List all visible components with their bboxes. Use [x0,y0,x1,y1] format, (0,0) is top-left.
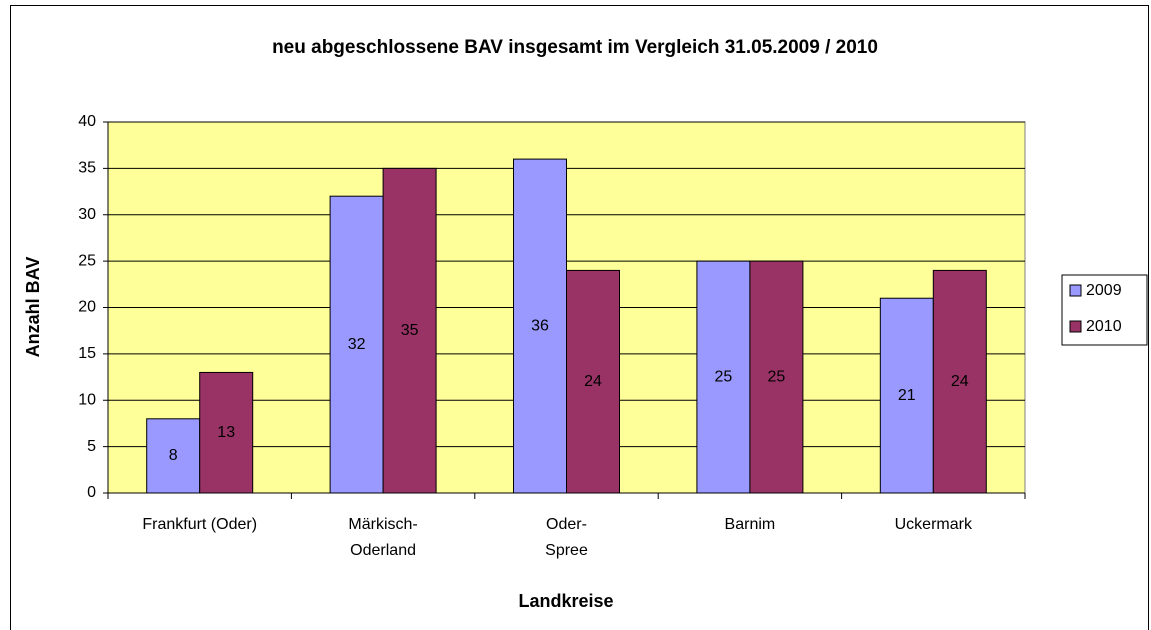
bar [879,297,934,494]
y-tick-label: 0 [87,484,96,501]
legend-swatch [1069,284,1082,297]
y-tick-label: 25 [78,252,96,269]
data-label: 24 [951,373,969,390]
y-axis-title: Anzahl BAV [23,257,43,358]
x-tick-label: Barnim [725,516,776,533]
y-tick-label: 10 [78,391,96,408]
data-label: 25 [715,368,733,385]
x-tick-label: Uckermark [895,516,973,533]
legend-label: 2010 [1086,318,1122,335]
y-tick-label: 20 [78,299,96,316]
data-label: 35 [401,322,419,339]
data-label: 13 [217,424,235,441]
x-axis-title: Landkreise [518,591,613,611]
data-label: 32 [348,336,366,353]
bar [932,269,987,494]
bar [513,158,567,494]
data-label: 24 [584,373,602,390]
data-label: 8 [169,447,178,464]
legend-label: 2009 [1086,282,1122,299]
bar [199,371,254,494]
data-label: 25 [768,368,786,385]
legend-swatch [1069,320,1082,333]
x-tick-label: Oder-Spree [545,516,588,559]
chart-title: neu abgeschlossene BAV insgesamt im Verg… [272,37,878,58]
y-tick-label: 40 [78,113,96,130]
y-tick-label: 30 [78,206,96,223]
y-tick-label: 15 [78,345,96,362]
bar [329,195,384,494]
bar [382,167,437,494]
data-label: 21 [898,387,916,404]
data-label: 36 [531,317,549,334]
bar [566,269,620,494]
y-tick-label: 5 [87,438,96,455]
bar [749,260,804,494]
x-tick-label: Märkisch-Oderland [348,516,417,559]
bar [696,260,751,494]
y-tick-label: 35 [78,160,96,177]
x-tick-label: Frankfurt (Oder) [142,516,257,533]
